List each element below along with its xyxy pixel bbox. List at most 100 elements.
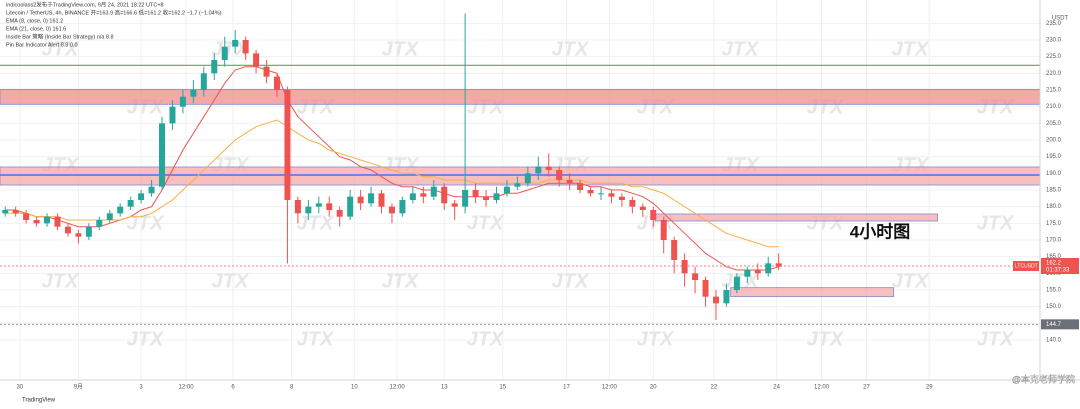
brand: TradingView bbox=[22, 398, 56, 404]
watermark: JTX bbox=[297, 328, 335, 350]
candle-body bbox=[232, 40, 239, 47]
y-tick-label: 230.0 bbox=[1046, 38, 1062, 44]
candle-body bbox=[54, 216, 61, 227]
watermark: JTX bbox=[467, 212, 505, 234]
candle-body bbox=[493, 193, 500, 200]
candle-body bbox=[2, 210, 9, 214]
low-level-label: 144.7 bbox=[1046, 322, 1062, 328]
candle-body bbox=[242, 40, 249, 54]
candle-body bbox=[23, 213, 30, 220]
watermark: JTX bbox=[552, 38, 590, 60]
symbol-tag: LTCUSDT bbox=[1015, 263, 1038, 269]
candle-body bbox=[524, 173, 531, 184]
candle-body bbox=[148, 186, 155, 194]
x-tick-label: 12:00 bbox=[602, 385, 618, 391]
y-tick-label: 195.0 bbox=[1046, 154, 1062, 160]
x-tick-label: 29 bbox=[926, 385, 933, 391]
candle-body bbox=[85, 226, 92, 237]
x-tick-label: 10 bbox=[351, 385, 358, 391]
candle-body bbox=[598, 193, 605, 195]
candle-body bbox=[723, 290, 730, 304]
y-tick-label: 140.0 bbox=[1046, 338, 1062, 344]
candle-body bbox=[138, 193, 145, 200]
candle-body bbox=[441, 186, 448, 204]
zone bbox=[0, 166, 1041, 186]
candle-body bbox=[347, 196, 354, 217]
x-tick-label: 8 bbox=[290, 385, 294, 391]
candle-body bbox=[629, 200, 636, 207]
watermark: JTX bbox=[722, 38, 760, 60]
candle-body bbox=[368, 193, 375, 204]
x-tick-label: 6 bbox=[231, 385, 235, 391]
last-price-tag bbox=[1041, 258, 1079, 274]
candle-body bbox=[273, 76, 280, 90]
candle-body bbox=[284, 90, 291, 200]
candle-body bbox=[96, 220, 103, 227]
currency: USDT bbox=[1052, 16, 1069, 22]
x-tick-label: 24 bbox=[773, 385, 780, 391]
candle-body bbox=[514, 183, 521, 187]
x-tick-label: 13 bbox=[441, 385, 448, 391]
x-tick-label: 22 bbox=[711, 385, 718, 391]
legend-entry: Inside Bar 策略 (Inside Bar Strategy) n/a … bbox=[6, 32, 114, 40]
candle-body bbox=[556, 170, 563, 180]
candle-body bbox=[733, 276, 740, 290]
low-level-tag bbox=[1041, 319, 1079, 330]
candle-body bbox=[420, 193, 427, 197]
candle-body bbox=[744, 270, 751, 277]
candle-body bbox=[221, 46, 228, 60]
candle-body bbox=[430, 186, 437, 197]
plot: JTX JTX JTX JTX JTX JTX JTX JTX JTX JTX JTX JTX JTX J… bbox=[0, 0, 1041, 380]
credit: @本克老师学院 bbox=[1012, 373, 1075, 384]
candle-body bbox=[200, 73, 207, 90]
watermark: JTX bbox=[892, 270, 930, 292]
candle-body bbox=[117, 206, 124, 214]
watermark: JTX bbox=[892, 38, 930, 60]
candle-body bbox=[587, 190, 594, 194]
x-tick-label: 20 bbox=[650, 385, 657, 391]
candle-body bbox=[336, 210, 343, 217]
x-tick-label: 27 bbox=[863, 385, 870, 391]
candle-body bbox=[357, 196, 364, 204]
candle-body bbox=[44, 216, 51, 224]
candle-body bbox=[75, 233, 82, 237]
candle-body bbox=[681, 260, 688, 274]
candle-body bbox=[650, 210, 657, 220]
candle-body bbox=[639, 206, 646, 210]
legend-entry: Litecoin / TetherUS, 4h, BINANCE 开=163.9… bbox=[6, 8, 222, 16]
candle-body bbox=[106, 213, 113, 220]
x-tick-label: 3 bbox=[139, 385, 143, 391]
annotation: 4小时图 bbox=[850, 222, 910, 241]
y-tick-label: 235.0 bbox=[1046, 21, 1062, 27]
y-tick-label: 225.0 bbox=[1046, 54, 1062, 60]
candle-body bbox=[472, 190, 479, 197]
candle-body bbox=[399, 200, 406, 214]
candle-body bbox=[388, 206, 395, 214]
watermark: JTX bbox=[127, 328, 165, 350]
x-tick-label: 30 bbox=[17, 385, 24, 391]
zone bbox=[730, 287, 895, 298]
candle-body bbox=[503, 186, 510, 194]
watermark: JTX bbox=[807, 328, 845, 350]
watermark: JTX bbox=[467, 328, 505, 350]
y-tick-label: 215.0 bbox=[1046, 88, 1062, 94]
candle-body bbox=[566, 180, 573, 184]
candle-body bbox=[765, 263, 772, 274]
ema-line bbox=[5, 119, 779, 248]
y-tick-label: 165.0 bbox=[1046, 254, 1062, 260]
candle-body bbox=[12, 210, 19, 214]
candle-body bbox=[159, 123, 166, 187]
candle-body bbox=[211, 60, 218, 74]
legend-entry: EMA (8, close, 0) 161.2 bbox=[6, 18, 63, 24]
candle-body bbox=[409, 193, 416, 200]
candle-body bbox=[462, 190, 469, 207]
candle-body bbox=[378, 193, 385, 207]
candle-body bbox=[754, 270, 761, 274]
candle-body bbox=[577, 183, 584, 190]
watermark: JTX bbox=[212, 270, 250, 292]
watermark: JTX bbox=[212, 38, 250, 60]
candle-body bbox=[483, 196, 490, 200]
candle-body bbox=[253, 53, 260, 67]
